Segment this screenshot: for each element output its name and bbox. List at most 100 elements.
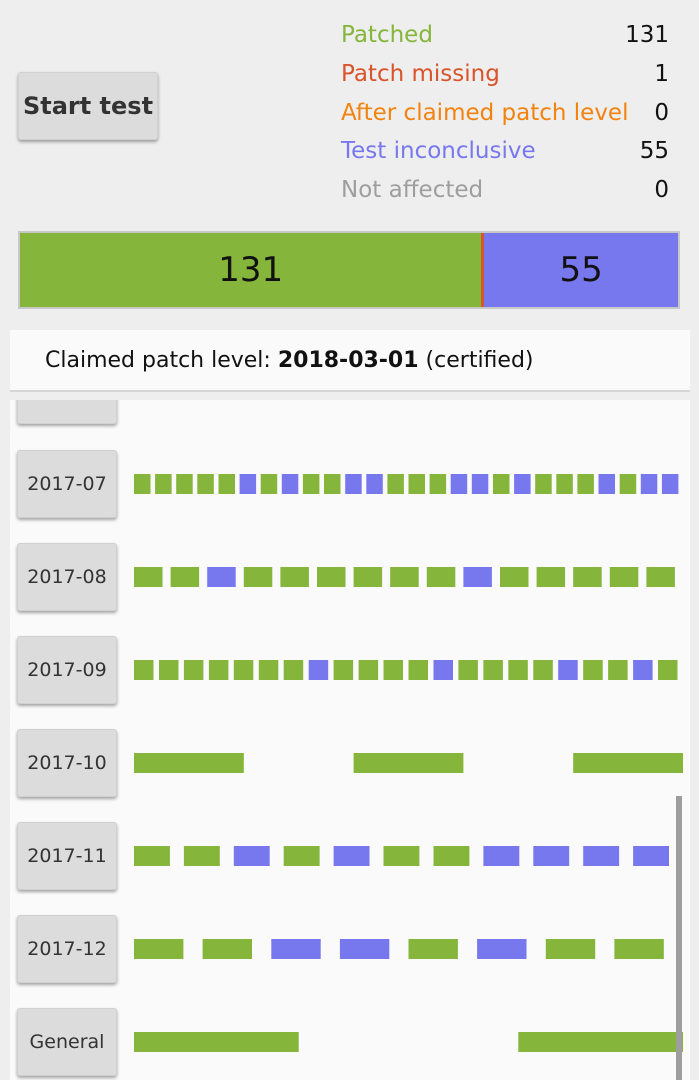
test-results-track	[134, 846, 683, 866]
legend-label: After claimed patch level	[341, 100, 629, 126]
test-result-patched	[258, 660, 279, 680]
test-result-patched	[383, 846, 420, 866]
test-result-inconclusive	[339, 939, 390, 959]
test-result-patched	[302, 474, 320, 494]
test-result-inconclusive	[558, 660, 578, 680]
start-test-button[interactable]: Start test	[18, 72, 158, 140]
legend-count: 0	[654, 177, 669, 203]
test-result-inconclusive	[471, 474, 489, 494]
test-result-inconclusive	[333, 846, 370, 866]
month-button-2017-10[interactable]: 2017-10	[17, 729, 117, 797]
legend-patch-missing: Patch missing 1	[341, 57, 669, 91]
test-result-patched	[134, 474, 151, 494]
test-results-track	[134, 753, 683, 773]
test-result-patched	[353, 567, 383, 587]
legend-label: Patch missing	[341, 61, 500, 87]
test-result-inconclusive	[450, 474, 468, 494]
test-result-patched	[545, 939, 596, 959]
test-result-patched	[387, 474, 404, 494]
test-result-patched	[556, 474, 573, 494]
month-button-2017-11[interactable]: 2017-11	[17, 822, 117, 890]
month-button-general[interactable]: General	[17, 1008, 117, 1076]
month-button-2017-09[interactable]: 2017-09	[17, 636, 117, 704]
test-result-patched	[183, 660, 204, 680]
test-result-patched	[260, 474, 278, 494]
patch-month-list[interactable]: 2017-07 2017-08 2017-09 2017-10 2017-11 2017-…	[10, 400, 690, 1080]
test-result-patched	[183, 846, 220, 866]
test-result-patched	[535, 474, 552, 494]
summary-bar-inconclusive: 55	[484, 233, 678, 307]
test-result-patched	[202, 939, 252, 959]
test-result-patched	[390, 567, 419, 587]
test-result-patched	[408, 660, 428, 680]
test-result-patched	[383, 660, 403, 680]
month-button-2017-07[interactable]: 2017-07	[17, 450, 117, 518]
test-result-patched	[283, 660, 304, 680]
test-result-patched	[134, 939, 184, 959]
legend-count: 131	[625, 22, 669, 48]
test-result-inconclusive	[477, 939, 527, 959]
legend-test-inconclusive: Test inconclusive 55	[341, 134, 669, 168]
test-result-patched	[408, 939, 458, 959]
test-result-inconclusive	[514, 474, 531, 494]
test-result-patched	[353, 753, 464, 773]
test-result-inconclusive	[640, 474, 658, 494]
patch-level-value: 2018-03-01	[277, 347, 419, 373]
summary-bar: 131 55	[18, 231, 680, 309]
test-result-inconclusive	[533, 846, 570, 866]
test-result-patched	[493, 474, 510, 494]
month-button-2017-08[interactable]: 2017-08	[17, 543, 117, 611]
summary-bar-patched: 131	[20, 233, 482, 307]
test-result-patched	[483, 660, 503, 680]
test-result-patched	[408, 474, 425, 494]
test-result-patched	[500, 567, 529, 587]
test-result-inconclusive	[366, 474, 383, 494]
test-result-patched	[433, 846, 470, 866]
test-result-patched	[218, 474, 235, 494]
legend-patched: Patched 131	[341, 18, 669, 52]
test-result-patched	[333, 660, 354, 680]
test-result-patched	[155, 474, 172, 494]
test-result-patched	[243, 567, 273, 587]
test-result-patched	[283, 846, 320, 866]
legend-label: Patched	[341, 22, 433, 48]
test-result-patched	[608, 660, 628, 680]
test-result-inconclusive	[633, 846, 669, 866]
scrollbar[interactable]	[676, 796, 682, 1080]
patch-level-prefix: Claimed patch level:	[45, 347, 278, 373]
test-result-inconclusive	[633, 660, 653, 680]
test-result-inconclusive	[345, 474, 362, 494]
month-button-2017-12[interactable]: 2017-12	[17, 915, 117, 983]
test-result-patched	[134, 660, 154, 680]
legend-count: 55	[639, 138, 669, 164]
test-result-patched	[508, 660, 528, 680]
test-result-patched	[573, 567, 602, 587]
test-result-inconclusive	[308, 660, 329, 680]
partial-month-button[interactable]	[17, 400, 117, 424]
test-result-patched	[577, 474, 594, 494]
legend-count: 0	[654, 100, 669, 126]
test-results-track	[134, 567, 683, 587]
test-results-track	[134, 474, 683, 494]
test-result-patched	[170, 567, 200, 587]
test-result-patched	[324, 474, 341, 494]
test-result-patched	[280, 567, 309, 587]
test-result-patched	[134, 846, 170, 866]
test-result-inconclusive	[583, 846, 620, 866]
test-results-track	[134, 1032, 683, 1052]
test-result-patched	[536, 567, 566, 587]
test-result-patched	[518, 1032, 683, 1052]
summary-bar-missing	[481, 233, 485, 307]
test-result-inconclusive	[598, 474, 615, 494]
test-result-patched	[646, 567, 675, 587]
legend-not-affected: Not affected 0	[341, 173, 669, 207]
test-result-inconclusive	[661, 474, 679, 494]
test-result-patched	[233, 660, 254, 680]
test-result-patched	[197, 474, 214, 494]
test-result-patched	[614, 939, 664, 959]
test-result-inconclusive	[281, 474, 299, 494]
test-result-patched	[134, 753, 244, 773]
test-result-patched	[358, 660, 379, 680]
test-result-inconclusive	[233, 846, 270, 866]
test-result-patched	[533, 660, 553, 680]
